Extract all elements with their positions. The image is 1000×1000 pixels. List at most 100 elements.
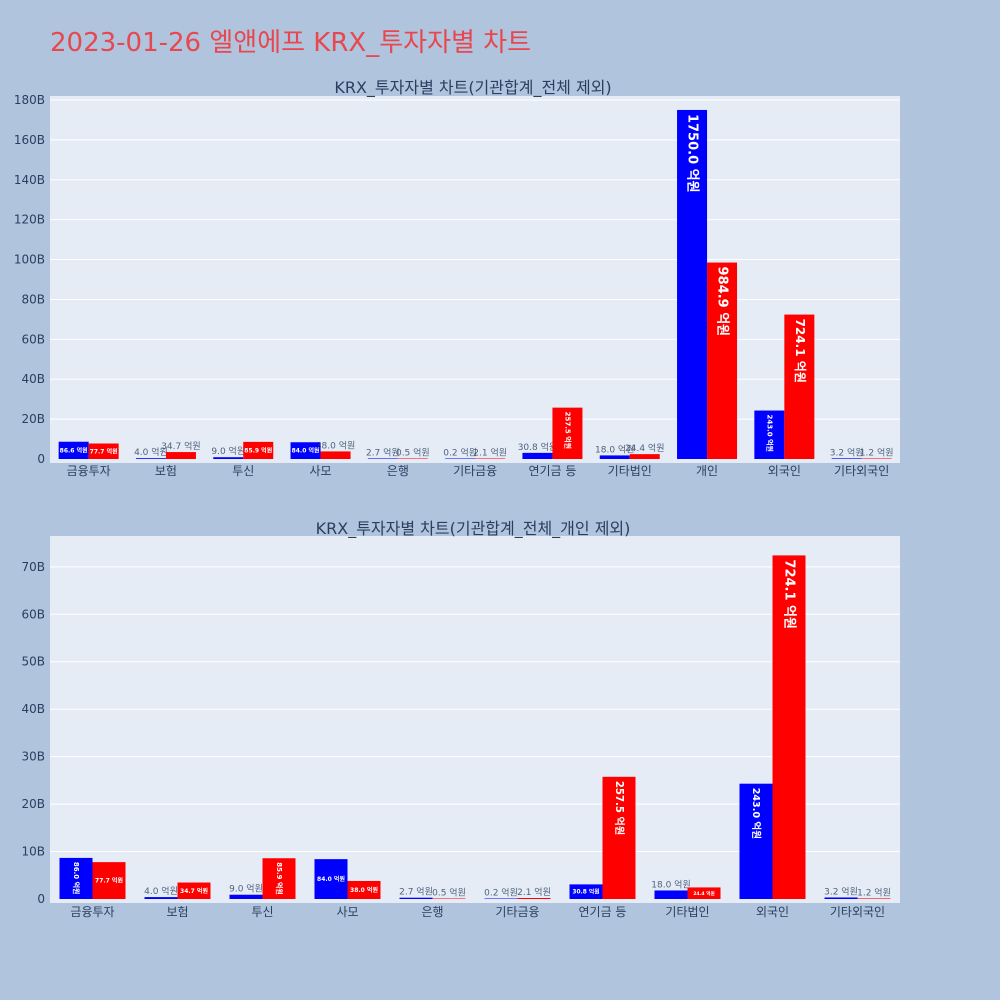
data-label: 257.5 억원 (613, 781, 626, 835)
data-label: 38.0 억원 (350, 886, 378, 894)
bar (229, 894, 263, 899)
data-label: 85.9 억원 (244, 446, 272, 454)
data-label: 86.0 억원 (72, 862, 81, 895)
x-tick-label: 사모 (336, 905, 358, 919)
data-label: 85.9 억원 (275, 862, 284, 895)
data-label: 3.2 억원 (830, 446, 864, 458)
y-tick-label: 160B (14, 133, 45, 147)
y-tick-label: 40B (21, 372, 45, 386)
x-tick-label: 기타외국인 (830, 905, 885, 919)
bar (552, 407, 583, 459)
y-tick-label: 30B (21, 750, 45, 764)
bar (831, 458, 862, 459)
bar (347, 880, 381, 899)
bar (314, 859, 348, 899)
bar (824, 897, 858, 899)
bar (445, 458, 476, 459)
y-tick-label: 60B (21, 607, 45, 621)
data-label: 0.2 억원 (484, 887, 518, 899)
y-tick-label: 20B (21, 412, 45, 426)
bar (243, 441, 274, 459)
y-tick-label: 180B (14, 93, 45, 107)
data-label: 84.0 억원 (292, 447, 320, 455)
bar (165, 452, 196, 459)
y-tick-label: 20B (21, 797, 45, 811)
bar (88, 443, 119, 459)
y-tick-label: 50B (21, 655, 45, 669)
bar (397, 458, 428, 459)
data-label: 1.2 억원 (857, 886, 891, 898)
x-tick-label: 사모 (310, 464, 332, 478)
bar (367, 458, 398, 459)
data-label: 0.5 억원 (432, 887, 466, 899)
data-label: 77.7 억원 (90, 447, 118, 455)
data-label: 24.4 억원 (693, 890, 715, 897)
bar (213, 457, 244, 459)
y-tick-label: 70B (21, 560, 45, 574)
x-tick-label: 보험 (155, 464, 177, 478)
chart-1: KRX_투자자별 차트(기관합계_전체 제외) 0 20B 40B 60B 80B 100B… (14, 78, 900, 478)
bar (144, 897, 178, 899)
bar (857, 898, 891, 899)
data-label: 2.1 억원 (473, 447, 507, 459)
data-label: 4.0 억원 (144, 885, 178, 897)
bar (399, 897, 433, 899)
bar (687, 887, 721, 899)
y-tick-label: 60B (21, 332, 45, 346)
bar (262, 858, 296, 899)
data-label: 257.5 억원 (563, 412, 572, 449)
data-label: 18.0 억원 (651, 878, 690, 890)
data-label: 1.2 억원 (860, 447, 894, 459)
bar (522, 452, 553, 459)
x-tick-label: 연기금 등 (528, 464, 576, 478)
data-label: 243.0 억원 (765, 415, 774, 452)
data-label: 30.8 억원 (572, 888, 599, 896)
data-label: 24.4 억원 (625, 442, 664, 454)
data-label: 84.0 억원 (317, 875, 345, 883)
x-tick-label: 연기금 등 (579, 905, 627, 919)
y-tick-label: 100B (14, 253, 45, 267)
x-tick-label: 기타금융 (453, 464, 497, 478)
bar (602, 776, 636, 899)
x-tick-label: 외국인 (756, 905, 789, 919)
x-tick-label: 개인 (696, 464, 718, 478)
x-tick-label: 외국인 (768, 464, 801, 478)
y-tick-label: 80B (21, 292, 45, 306)
bar (484, 898, 518, 899)
bar (754, 410, 785, 459)
bar (92, 862, 126, 899)
data-label: 86.6 억원 (60, 446, 88, 454)
bar (739, 783, 773, 899)
chart-2: KRX_투자자별 차트(기관합계_전체_개인 제외) 0 10B 20B 30B 40B 5… (21, 519, 900, 919)
chart-title: KRX_투자자별 차트(기관합계_전체_개인 제외) (316, 519, 631, 539)
bar (58, 441, 89, 459)
x-tick-label: 기타법인 (608, 464, 652, 478)
data-label: 2.7 억원 (399, 886, 433, 898)
bar (177, 882, 211, 899)
bar (677, 109, 708, 459)
data-label: 34.7 억원 (161, 440, 200, 452)
bar (290, 442, 321, 459)
bar (629, 454, 660, 459)
x-tick-label: 은행 (387, 463, 409, 478)
data-label: 77.7 억원 (95, 877, 123, 885)
y-tick-label: 0 (37, 452, 45, 466)
y-tick-label: 0 (37, 892, 45, 906)
bar (654, 890, 688, 899)
data-label: 9.0 억원 (229, 883, 263, 895)
data-label: 243.0 억원 (750, 788, 762, 839)
data-label: 1750.0 억원 (685, 114, 700, 193)
y-tick-label: 140B (14, 173, 45, 187)
bar (707, 262, 738, 459)
x-tick-label: 보험 (166, 905, 188, 919)
data-label: 3.2 억원 (824, 885, 858, 897)
chart-title: KRX_투자자별 차트(기관합계_전체 제외) (334, 78, 611, 98)
bar (861, 458, 892, 459)
data-label: 984.9 억원 (715, 267, 730, 337)
data-label: 0.5 억원 (396, 447, 430, 459)
x-tick-label: 투신 (232, 464, 254, 478)
data-label: 2.1 억원 (517, 886, 551, 898)
bar (432, 898, 466, 899)
data-label: 18.0 억원 (595, 443, 634, 455)
x-tick-label: 금융투자 (67, 464, 111, 478)
